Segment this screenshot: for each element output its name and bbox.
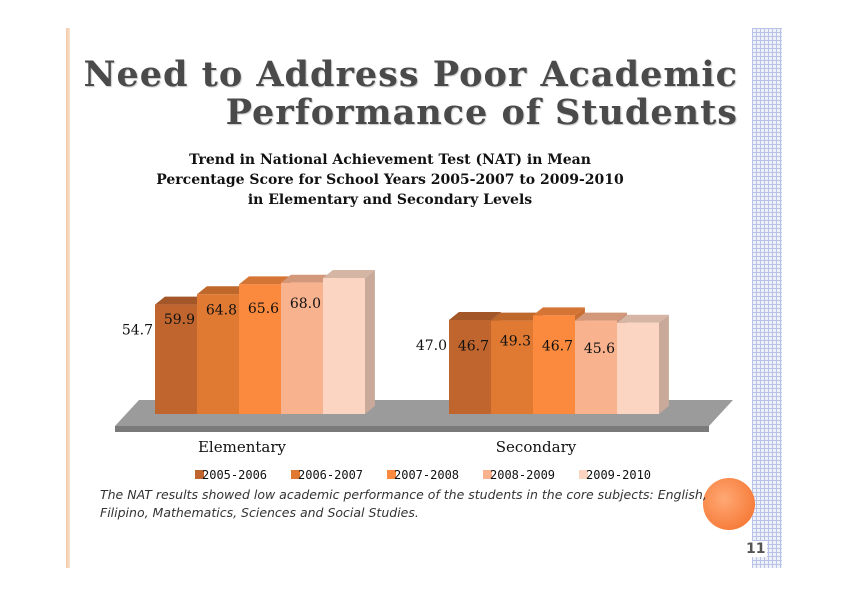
bar-side-secondary-2009-2010 bbox=[659, 314, 669, 414]
legend-swatch-2006-2007 bbox=[291, 470, 300, 479]
bar-secondary-2007-2008 bbox=[533, 315, 575, 414]
slide-title: Need to Address Poor Academic Performanc… bbox=[83, 56, 738, 132]
left-accent-rule bbox=[66, 28, 70, 568]
bar-top-secondary-2005-2006 bbox=[449, 312, 501, 320]
chart-title-line-3: in Elementary and Secondary Levels bbox=[247, 192, 533, 208]
category-label-elementary: Elementary bbox=[198, 438, 287, 456]
legend-swatch-2005-2006 bbox=[195, 470, 204, 479]
legend-label-2006-2007: 2006-2007 bbox=[298, 468, 363, 482]
legend-swatch-2009-2010 bbox=[579, 470, 588, 479]
bar-elementary-2007-2008 bbox=[239, 284, 281, 414]
value-label-elementary-2006-2007: 59.9 bbox=[164, 312, 195, 328]
value-label-secondary-2007-2008: 49.3 bbox=[500, 333, 531, 349]
category-label-secondary: Secondary bbox=[496, 438, 577, 456]
bar-top-secondary-2007-2008 bbox=[533, 307, 585, 316]
value-label-elementary-2007-2008: 64.8 bbox=[206, 302, 237, 318]
slide-title-line-1: Need to Address Poor Academic bbox=[83, 54, 738, 95]
bar-secondary-2008-2009 bbox=[575, 320, 617, 414]
decorative-orange-circle bbox=[703, 478, 755, 530]
legend-label-2009-2010: 2009-2010 bbox=[586, 468, 651, 482]
decorative-grid-strip bbox=[752, 28, 782, 568]
legend-label-2008-2009: 2008-2009 bbox=[490, 468, 555, 482]
bar-top-elementary-2008-2009 bbox=[281, 274, 333, 283]
legend-swatch-2007-2008 bbox=[387, 470, 396, 479]
legend-label-2005-2006: 2005-2006 bbox=[202, 468, 267, 482]
slide-title-line-2: Performance of Students bbox=[225, 92, 738, 133]
bar-top-elementary-2005-2006 bbox=[155, 296, 207, 305]
chart-title: Trend in National Achievement Test (NAT)… bbox=[130, 150, 650, 210]
legend-swatch-2008-2009 bbox=[483, 470, 492, 479]
bar-secondary-2005-2006 bbox=[449, 320, 491, 414]
bar-top-secondary-2006-2007 bbox=[491, 312, 543, 321]
bar-top-elementary-2006-2007 bbox=[197, 286, 249, 295]
value-label-elementary-2008-2009: 65.6 bbox=[248, 301, 279, 317]
bar-elementary-2009-2010 bbox=[323, 278, 365, 414]
chart-title-line-1: Trend in National Achievement Test (NAT)… bbox=[189, 152, 591, 168]
value-label-secondary-2005-2006: 47.0 bbox=[416, 338, 447, 354]
bar-elementary-2008-2009 bbox=[281, 282, 323, 414]
bar-top-elementary-2009-2010 bbox=[323, 270, 375, 278]
bar-elementary-2006-2007 bbox=[197, 294, 239, 414]
bar-top-elementary-2007-2008 bbox=[239, 276, 291, 285]
bar-top-secondary-2008-2009 bbox=[575, 312, 627, 321]
bar-elementary-2005-2006 bbox=[155, 304, 197, 414]
legend-label-2007-2008: 2007-2008 bbox=[394, 468, 459, 482]
value-label-elementary-2009-2010: 68.0 bbox=[290, 296, 321, 312]
value-label-elementary-2005-2006: 54.7 bbox=[122, 323, 153, 339]
bar-secondary-2006-2007 bbox=[491, 320, 533, 414]
chart-floor-edge bbox=[115, 426, 709, 432]
bar-top-secondary-2009-2010 bbox=[617, 314, 669, 323]
chart-title-line-2: Percentage Score for School Years 2005-2… bbox=[156, 172, 624, 188]
value-label-secondary-2009-2010: 45.6 bbox=[584, 341, 615, 357]
footnote-text: The NAT results showed low academic perf… bbox=[100, 487, 707, 520]
bar-secondary-2009-2010 bbox=[617, 322, 659, 414]
value-label-secondary-2008-2009: 46.7 bbox=[542, 339, 573, 355]
page-number: 11 bbox=[744, 541, 768, 557]
value-label-secondary-2006-2007: 46.7 bbox=[458, 339, 489, 355]
bar-side-elementary-2009-2010 bbox=[365, 270, 375, 414]
